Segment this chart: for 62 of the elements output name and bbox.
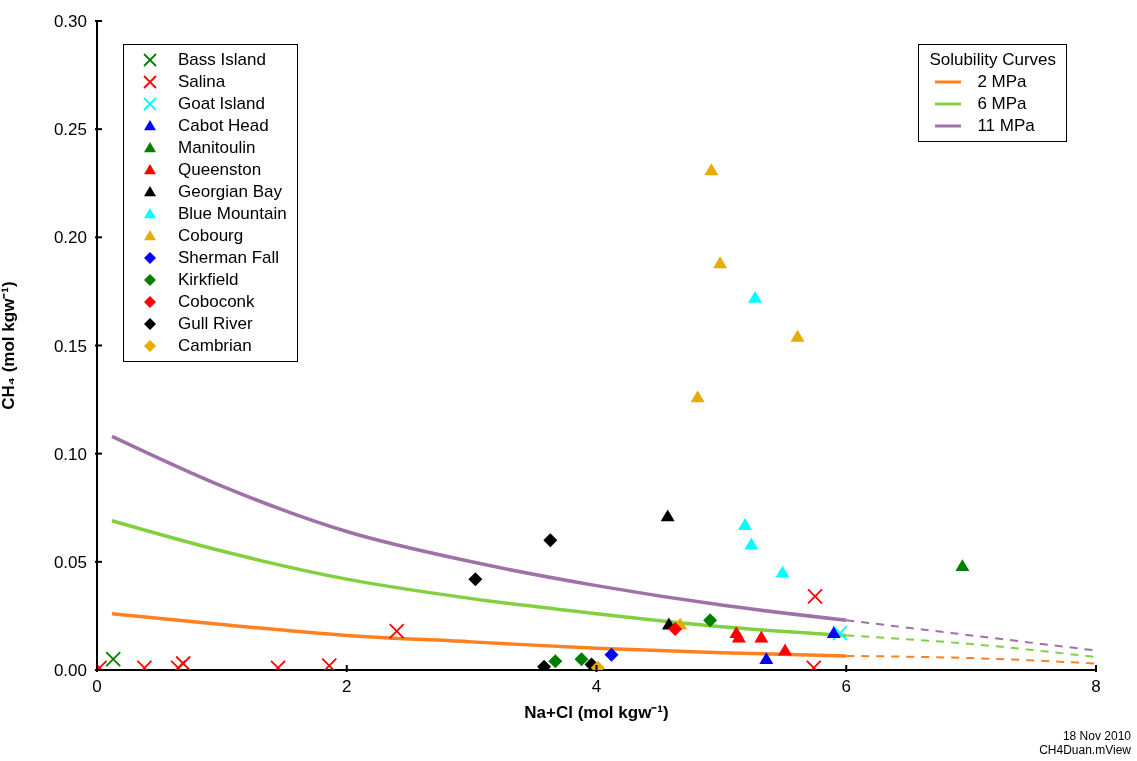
legend-label: Cobourg — [178, 225, 244, 247]
legend-label: Goat Island — [178, 93, 265, 115]
y-tick-label: 0.20 — [53, 228, 87, 248]
point — [778, 643, 793, 656]
x-tick-label: 0 — [92, 677, 102, 696]
point — [388, 623, 405, 639]
point — [832, 625, 848, 642]
legend-label: Gull River — [178, 313, 253, 335]
x-tick-label: 8 — [1091, 677, 1101, 696]
legend-label: Blue Mountain — [178, 203, 287, 225]
point — [738, 518, 753, 530]
point — [704, 163, 719, 176]
y-tick-label: 0.05 — [53, 552, 87, 572]
legend-label: Sherman Fall — [178, 247, 280, 269]
legend-label: Cabot Head — [178, 115, 269, 137]
legend-title: Solubility Curves — [929, 49, 1056, 71]
y-tick-label: 0.10 — [53, 444, 87, 464]
y-tick-label: 0.00 — [53, 661, 87, 680]
point — [321, 657, 338, 670]
point — [660, 509, 675, 522]
x-tick-label: 2 — [342, 677, 352, 696]
point — [690, 390, 705, 403]
x-tick-label: 4 — [591, 677, 602, 696]
point — [748, 290, 763, 303]
legend-label: Kirkfield — [178, 269, 239, 291]
point — [955, 559, 970, 572]
legend-label: Coboconk — [178, 291, 255, 313]
point — [754, 630, 769, 643]
point — [790, 329, 805, 342]
point — [468, 572, 483, 587]
point — [744, 537, 759, 550]
legend-label: Georgian Bay — [178, 181, 282, 203]
y-axis-title: CH₄ (mol kgw⁻¹) — [0, 281, 19, 410]
point — [105, 651, 122, 668]
text: CH4Duan.mView — [1039, 743, 1131, 757]
legend-label: Cambrian — [178, 335, 252, 357]
legend-label: 6 MPa — [977, 93, 1027, 115]
point — [807, 588, 823, 605]
point — [543, 533, 558, 548]
point — [713, 256, 728, 269]
point — [604, 647, 619, 662]
y-tick-label: 0.15 — [53, 336, 87, 356]
y-tick-label: 0.30 — [53, 12, 87, 31]
point — [731, 630, 746, 643]
legend-label: 11 MPa — [977, 115, 1035, 137]
legend-label: Bass Island — [178, 49, 266, 71]
text: 18 Nov 2010 — [1061, 729, 1131, 743]
point — [668, 621, 683, 636]
y-tick-label: 0.25 — [53, 120, 87, 140]
point — [703, 613, 718, 628]
legend-label: Queenston — [178, 159, 262, 181]
point — [775, 565, 790, 578]
point — [826, 626, 841, 639]
point — [574, 652, 589, 667]
x-tick-label: 6 — [841, 677, 851, 696]
legend-label: 2 MPa — [977, 71, 1027, 93]
point — [759, 652, 774, 665]
legend-label: Salina — [178, 71, 226, 93]
point — [548, 654, 563, 669]
point — [175, 655, 192, 670]
x-axis-title: Na+Cl (mol kgw⁻¹) — [524, 703, 669, 722]
legend-label: Manitoulin — [178, 137, 256, 159]
